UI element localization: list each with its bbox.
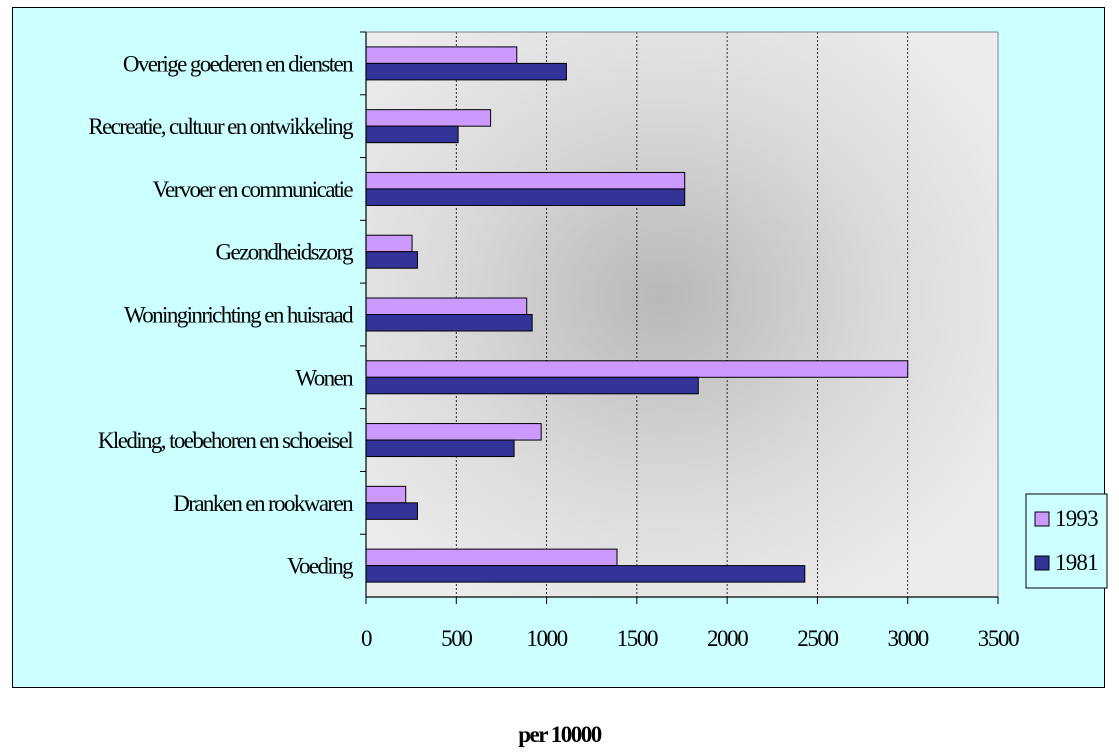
bar-1981-5	[365, 251, 418, 269]
bar-1993-6	[365, 171, 686, 190]
legend-label: 1993	[1055, 506, 1098, 531]
category-labels: Voeding Dranken en rookwaren Kleding, toeb…	[88, 51, 355, 579]
x-tick-labels: 0 500 1000 1500 2000 2500 3000 3500	[361, 626, 1021, 651]
category-label: Kleding, toebehoren en schoeisel	[98, 428, 353, 453]
axes	[360, 31, 999, 604]
x-axis-title: per 10000	[518, 722, 602, 747]
category-label: Wonen	[295, 365, 354, 390]
bar-1981-1	[365, 502, 418, 520]
bar-1981-3	[365, 376, 699, 395]
bar-1981-6	[365, 188, 686, 206]
x-tick-label: 2000	[707, 626, 748, 651]
x-tick-label: 500	[441, 626, 472, 651]
bars	[365, 46, 909, 583]
bar-1993-3	[365, 360, 909, 378]
bar-1981-7	[365, 125, 459, 144]
bar-1993-8	[365, 46, 518, 64]
x-tick-label: 1500	[617, 626, 658, 651]
category-label: Gezondheidszorg	[215, 240, 354, 265]
category-label: Recreatie, cultuur en ontwikkeling	[88, 114, 354, 139]
x-tick-label: 1000	[526, 626, 567, 651]
bar-1981-0	[365, 565, 806, 583]
bar-1981-4	[365, 314, 533, 332]
bar-1981-8	[365, 62, 567, 81]
x-tick-label: 3000	[888, 626, 929, 651]
legend-box	[1025, 493, 1108, 589]
bar-1993-1	[365, 485, 407, 504]
category-label: Vervoer en communicatie	[153, 177, 354, 202]
legend-swatch-1993	[1034, 511, 1050, 527]
category-label: Woninginrichting en huisraad	[124, 303, 354, 328]
bar-chart: Voeding Dranken en rookwaren Kleding, toeb…	[88, 31, 1108, 651]
category-label: Voeding	[287, 554, 354, 579]
legend: 1993 1981	[1025, 493, 1108, 589]
bar-1993-2	[365, 423, 542, 441]
bar-1981-2	[365, 439, 515, 458]
category-label: Overige goederen en diensten	[123, 51, 354, 76]
bar-1993-0	[365, 548, 618, 567]
x-tick-label: 0	[361, 626, 372, 651]
category-label: Dranken en rookwaren	[173, 491, 354, 516]
bar-1993-5	[365, 234, 413, 253]
legend-swatch-1981	[1034, 555, 1050, 571]
bar-1993-7	[365, 109, 492, 127]
bar-1993-4	[365, 297, 528, 315]
x-tick-label: 2500	[797, 626, 838, 651]
legend-label: 1981	[1055, 550, 1098, 575]
x-tick-label: 3500	[978, 626, 1019, 651]
